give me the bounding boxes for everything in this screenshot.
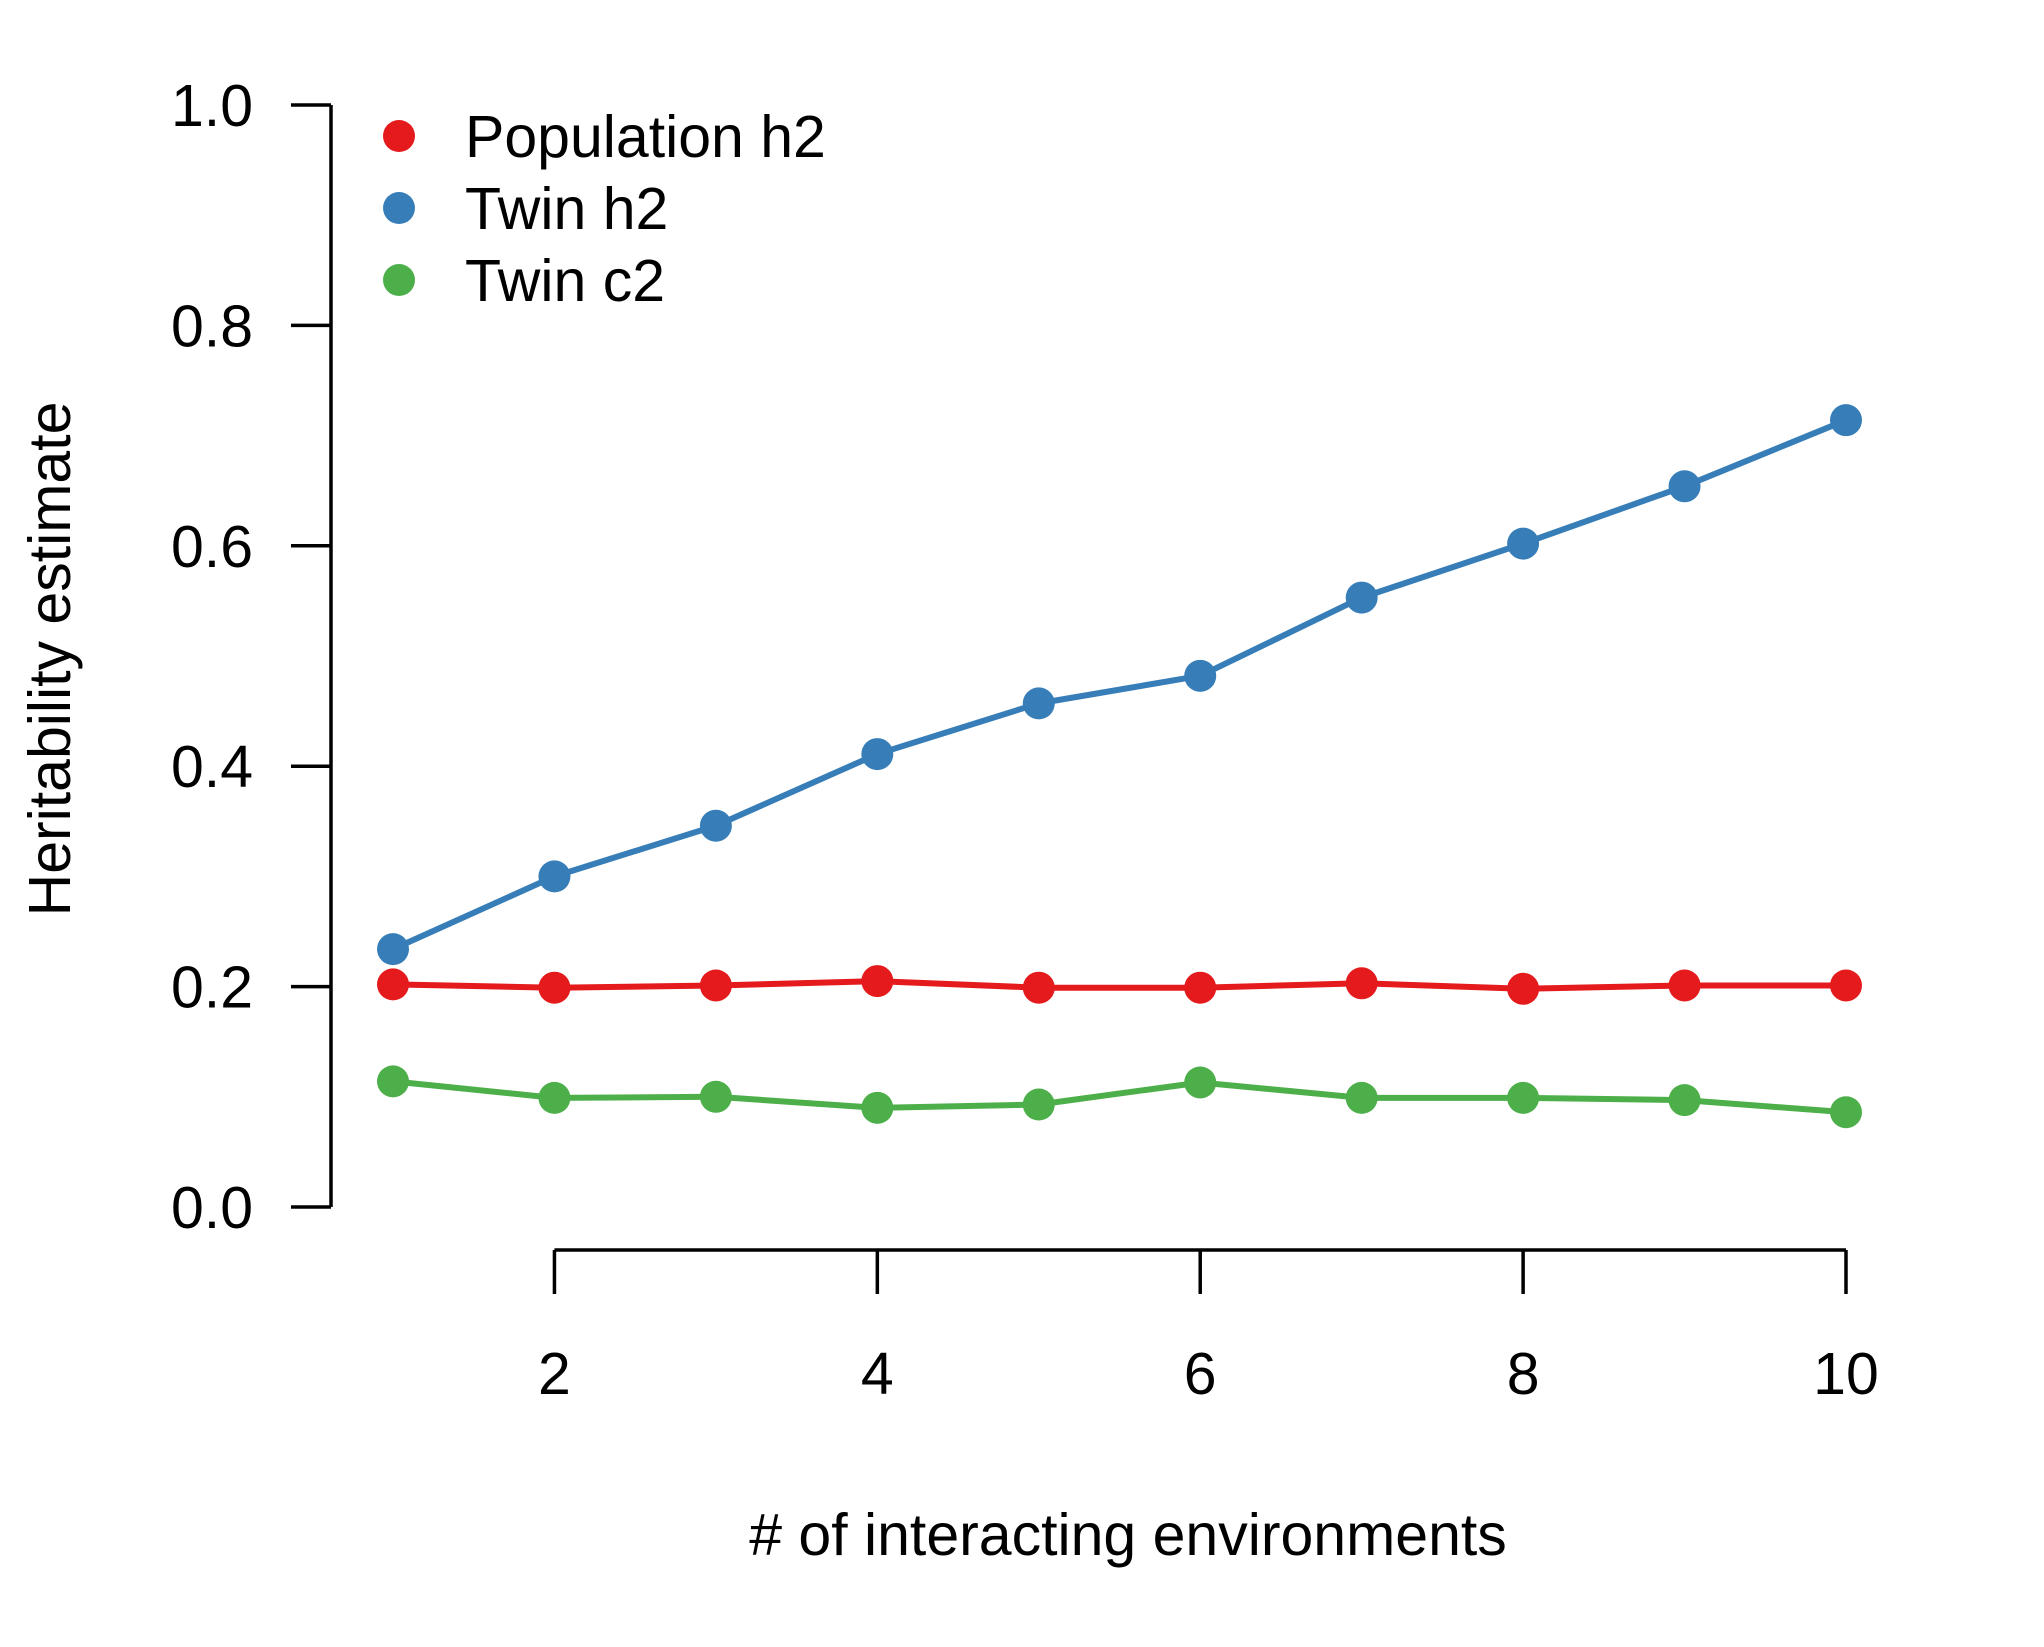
- data-point-twin-h2: [699, 809, 732, 842]
- series-population-h2: [377, 965, 1862, 1005]
- legend-label-population-h2: Population h2: [465, 104, 826, 170]
- data-point-twin-h2: [861, 738, 894, 771]
- data-point-twin-c2: [1668, 1084, 1701, 1117]
- data-point-twin-c2: [1830, 1096, 1862, 1129]
- data-point-twin-c2: [538, 1081, 571, 1114]
- legend-marker-population-h2: [383, 120, 415, 152]
- data-point-population-h2: [1507, 972, 1540, 1005]
- x-tick-label: 4: [861, 1341, 894, 1407]
- series-line-twin-h2: [390, 417, 1849, 953]
- data-point-population-h2: [699, 969, 732, 1002]
- data-point-population-h2: [1184, 971, 1217, 1004]
- data-point-twin-h2: [1022, 687, 1055, 720]
- y-tick-label: 0.0: [171, 1175, 253, 1241]
- legend-label-twin-h2: Twin h2: [465, 176, 668, 242]
- data-point-population-h2: [1345, 967, 1378, 1000]
- series-line-twin-c2: [390, 1078, 1849, 1116]
- data-point-twin-h2: [538, 860, 571, 893]
- data-point-population-h2: [861, 965, 894, 998]
- x-axis: 2 4 6 8 10: [538, 1248, 1879, 1407]
- legend-marker-twin-c2: [383, 264, 415, 296]
- data-point-twin-c2: [861, 1091, 894, 1124]
- data-point-population-h2: [1830, 969, 1862, 1002]
- x-tick-label: 2: [538, 1341, 571, 1407]
- series-layer: [377, 404, 1862, 1129]
- data-point-twin-c2: [1507, 1081, 1540, 1114]
- x-tick-label: 10: [1813, 1341, 1879, 1407]
- data-point-twin-c2: [377, 1065, 409, 1098]
- series-twin-h2: [377, 404, 1862, 966]
- legend-marker-twin-h2: [383, 192, 415, 224]
- y-tick-label: 1.0: [171, 73, 253, 139]
- data-point-twin-c2: [1345, 1081, 1378, 1114]
- y-tick-label: 0.8: [171, 293, 253, 359]
- x-tick-label: 6: [1184, 1341, 1217, 1407]
- x-axis-title: # of interacting environments: [749, 1502, 1507, 1568]
- data-point-twin-h2: [1507, 527, 1540, 560]
- y-tick-label: 0.2: [171, 955, 253, 1021]
- data-point-twin-c2: [1184, 1066, 1217, 1099]
- data-point-twin-c2: [699, 1080, 732, 1113]
- data-point-twin-h2: [1345, 581, 1378, 614]
- data-point-twin-c2: [1022, 1088, 1055, 1121]
- legend-label-twin-c2: Twin c2: [465, 248, 665, 314]
- data-point-population-h2: [1022, 971, 1055, 1004]
- x-tick-label: 8: [1507, 1341, 1540, 1407]
- y-tick-label: 0.4: [171, 734, 253, 800]
- data-point-twin-h2: [1830, 404, 1862, 437]
- data-point-population-h2: [538, 971, 571, 1004]
- data-point-population-h2: [1668, 969, 1701, 1002]
- y-axis: 0.0 0.2 0.4 0.6 0.8 1.0: [171, 73, 333, 1241]
- y-axis-title: Heritability estimate: [17, 402, 83, 917]
- series-twin-c2: [377, 1065, 1862, 1129]
- data-point-twin-h2: [1668, 470, 1701, 503]
- series-line-population-h2: [390, 978, 1849, 992]
- y-tick-label: 0.6: [171, 514, 253, 580]
- data-point-twin-h2: [377, 933, 409, 966]
- data-point-population-h2: [377, 968, 409, 1001]
- data-point-twin-h2: [1184, 659, 1217, 692]
